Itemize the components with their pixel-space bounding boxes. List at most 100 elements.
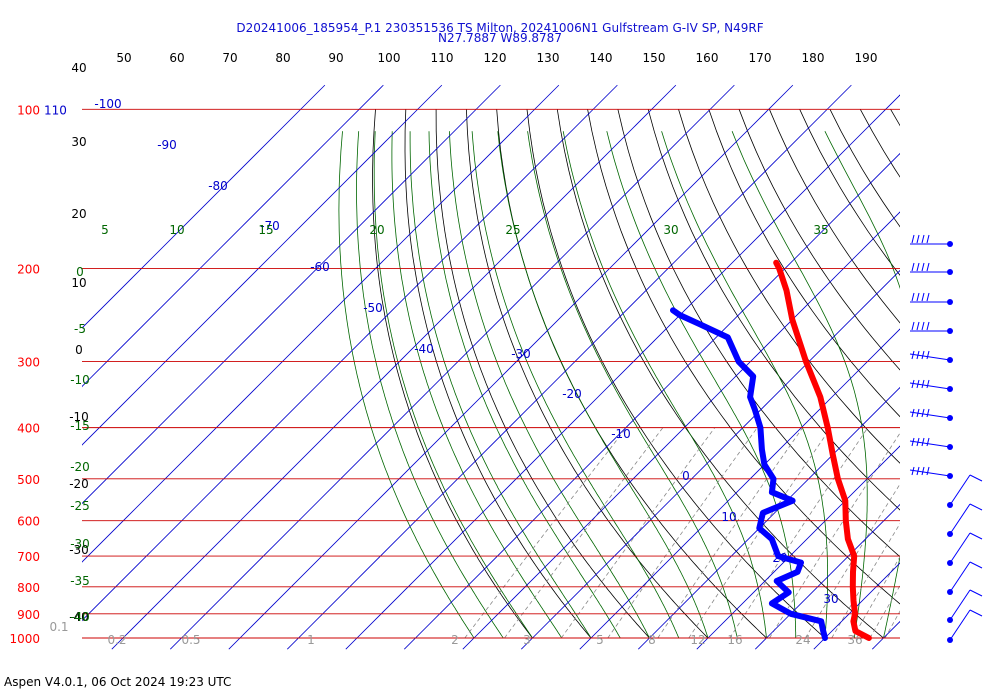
mixing-ratio-label: 0.5 bbox=[181, 633, 200, 647]
dry-adiabat-line bbox=[435, 109, 650, 639]
mixing-ratio-label: 16 bbox=[727, 633, 742, 647]
footer-text: Aspen V4.0.1, 06 Oct 2024 19:23 UTC bbox=[4, 675, 232, 689]
moist-adiabat-line bbox=[562, 131, 767, 639]
isotherm-label: -50 bbox=[363, 301, 383, 315]
moist-adiabat-label: 15 bbox=[258, 223, 273, 237]
mixing-ratio-label: 5 bbox=[596, 633, 604, 647]
isotherm-line bbox=[813, 562, 900, 650]
isotherm-line bbox=[696, 445, 900, 650]
moist-axis-label: -10 bbox=[70, 373, 90, 387]
isotherm-label: -10 bbox=[611, 427, 631, 441]
dry-adiabat-axis-label: -40 bbox=[69, 610, 89, 624]
isotherm-line bbox=[170, 84, 735, 650]
moist-adiabat-line bbox=[471, 131, 680, 639]
wind-barb bbox=[947, 532, 983, 566]
moist-adiabat-line bbox=[338, 131, 475, 639]
top-scale-label: 180 bbox=[802, 51, 825, 65]
mixing-ratio-label: 24 bbox=[795, 633, 810, 647]
isotherm-label: -90 bbox=[157, 138, 177, 152]
top-scale-label: 160 bbox=[696, 51, 719, 65]
moist-axis-label: -40 bbox=[70, 610, 90, 624]
isotherm-line bbox=[872, 620, 900, 650]
moist-adiabat-line bbox=[356, 131, 504, 639]
mixing-ratio-label: 36 bbox=[847, 633, 862, 647]
moist-adiabat-line bbox=[373, 131, 533, 639]
dry-adiabat-line bbox=[556, 109, 884, 639]
wind-barb bbox=[909, 437, 953, 450]
dry-adiabat-line bbox=[617, 109, 900, 558]
isotherm-label: -20 bbox=[562, 387, 582, 401]
isotherm-label: -60 bbox=[310, 260, 330, 274]
mixing-ratio-label: 2 bbox=[451, 633, 459, 647]
isotherm-label: -80 bbox=[208, 179, 228, 193]
wind-barb bbox=[909, 350, 953, 363]
moist-adiabat-line bbox=[606, 131, 797, 639]
pressure-tick-label: 900 bbox=[17, 608, 40, 622]
moist-axis-label: -35 bbox=[70, 574, 90, 588]
wind-barb bbox=[947, 503, 983, 537]
top-scale-label: 170 bbox=[749, 51, 772, 65]
moist-axis-label: -5 bbox=[74, 322, 86, 336]
isotherm-line bbox=[989, 85, 1000, 649]
isotherm-line bbox=[111, 84, 677, 650]
wind-barb bbox=[910, 234, 953, 247]
isotherm-line bbox=[287, 84, 852, 650]
dry-adiabat-line bbox=[982, 109, 1000, 638]
dry-adiabat-axis-label: 10 bbox=[71, 276, 86, 290]
isotherm-line bbox=[82, 84, 326, 329]
isotherm-label: 10 bbox=[721, 510, 736, 524]
moist-adiabat-label: 35 bbox=[813, 223, 828, 237]
isotherm-line bbox=[931, 85, 1000, 649]
isotherm-label: 0 bbox=[682, 469, 690, 483]
isotherm-line bbox=[82, 84, 443, 446]
dry-adiabat-line bbox=[769, 109, 900, 324]
mixing-ratio-line bbox=[688, 427, 832, 639]
dewpoint-profile-line bbox=[670, 307, 828, 641]
isotherm-line bbox=[755, 503, 900, 650]
isotherm-line bbox=[404, 152, 900, 650]
mixing-ratio-line bbox=[910, 428, 1000, 638]
top-scale-label: 60 bbox=[169, 51, 184, 65]
dry-adiabat-line bbox=[496, 109, 767, 639]
dry-adiabat-axis-label: 0 bbox=[75, 343, 83, 357]
mixing-ratio-line bbox=[464, 427, 627, 639]
dry-adiabat-axis-label: -10 bbox=[69, 410, 89, 424]
dry-adiabat-axis-label: 20 bbox=[71, 207, 86, 221]
top-scale-label: 50 bbox=[116, 51, 131, 65]
moist-axis-label: -25 bbox=[70, 499, 90, 513]
top-scale-label: 80 bbox=[275, 51, 290, 65]
dry-adiabat-line bbox=[738, 109, 900, 371]
wind-barb bbox=[910, 292, 953, 305]
pressure-tick-label: 500 bbox=[17, 473, 40, 487]
mixing-ratio-line bbox=[884, 610, 900, 639]
isotherm-line bbox=[228, 84, 794, 650]
dry-adiabat-line bbox=[372, 109, 533, 639]
dry-adiabat-axis-label: 40 bbox=[71, 61, 86, 75]
mixing-ratio-label: 12 bbox=[690, 633, 705, 647]
moist-axis-label: -30 bbox=[70, 537, 90, 551]
wind-barb bbox=[947, 474, 983, 508]
top-scale-label: 90 bbox=[328, 51, 343, 65]
dry-adiabat-line bbox=[921, 109, 1000, 638]
isotherm-label: -70 bbox=[260, 219, 280, 233]
wind-barb bbox=[909, 466, 953, 479]
dry-adiabat-line bbox=[859, 109, 900, 178]
moist-adiabat-label: 5 bbox=[101, 223, 109, 237]
moist-adiabat-line bbox=[497, 131, 709, 639]
pressure-tick-label: 100 bbox=[17, 103, 40, 117]
top-scale-label: 130 bbox=[537, 51, 560, 65]
isotherm-line bbox=[82, 84, 501, 505]
dry-adiabat-line bbox=[647, 109, 900, 511]
isotherm-label: 30 bbox=[823, 592, 838, 606]
pressure-tick-label: 200 bbox=[17, 262, 40, 276]
moist-adiabat-label: 30 bbox=[663, 223, 678, 237]
pressure-tick-label: 400 bbox=[17, 422, 40, 436]
dry-adiabat-line bbox=[404, 109, 592, 639]
wind-barb bbox=[910, 262, 953, 275]
wind-barb bbox=[910, 321, 953, 334]
pressure-tick-label: 700 bbox=[17, 550, 40, 564]
dry-adiabat-line bbox=[708, 109, 900, 418]
dry-adiabat-line bbox=[951, 109, 1000, 638]
pressure-tick-label-alt: 110 bbox=[44, 103, 67, 117]
